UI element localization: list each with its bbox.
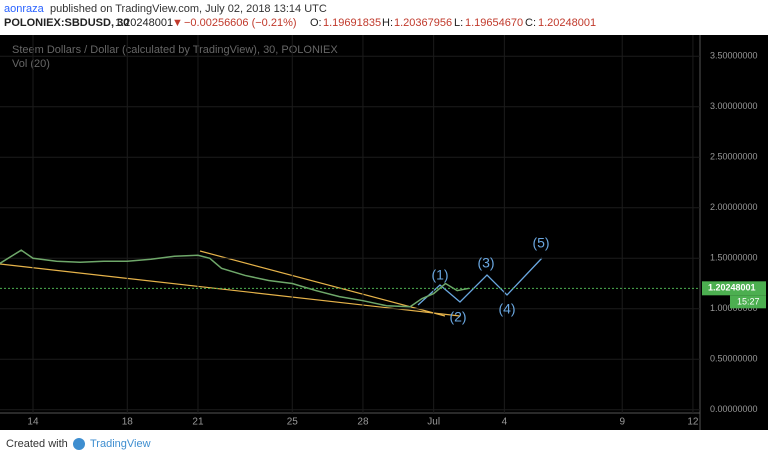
l-label: L: bbox=[454, 17, 463, 29]
price-badge-label: 1.20248001 bbox=[708, 283, 756, 293]
countdown-badge bbox=[730, 295, 766, 309]
countdown: 15:27 bbox=[737, 297, 760, 307]
chart-title: Steem Dollars / Dollar (calculated by Tr… bbox=[12, 44, 338, 56]
o-value: 1.19691835 bbox=[323, 17, 381, 29]
x-tick-label: 4 bbox=[502, 417, 508, 428]
x-tick-label: 12 bbox=[687, 417, 699, 428]
y-tick-label: 1.50000000 bbox=[710, 253, 758, 263]
arrow: ▼ bbox=[172, 17, 183, 29]
wave-label: (5) bbox=[532, 235, 549, 251]
o-label: O: bbox=[310, 17, 322, 29]
y-tick-label: 3.00000000 bbox=[710, 101, 758, 111]
l-value: 1.19654670 bbox=[465, 17, 523, 29]
price-line bbox=[0, 249, 470, 308]
h-value: 1.20367956 bbox=[394, 17, 452, 29]
price-badge bbox=[702, 281, 766, 296]
wave-label: (3) bbox=[477, 255, 494, 271]
volume-label: Vol (20) bbox=[12, 58, 50, 70]
y-tick-label: 0.00000000 bbox=[710, 404, 758, 414]
last: 1.20248001 bbox=[115, 17, 173, 29]
h-label: H: bbox=[382, 17, 393, 29]
x-tick-label: 18 bbox=[122, 417, 134, 428]
trendline bbox=[199, 250, 446, 317]
wave-label: (4) bbox=[498, 301, 515, 317]
created-with: Created with bbox=[6, 438, 68, 450]
change: −0.00256606 (−0.21%) bbox=[184, 17, 297, 29]
x-tick-label: 28 bbox=[357, 417, 369, 428]
y-tick-label: 2.00000000 bbox=[710, 202, 758, 212]
c-value: 1.20248001 bbox=[538, 17, 596, 29]
author[interactable]: aonraza bbox=[4, 3, 45, 15]
y-tick-label: 2.50000000 bbox=[710, 152, 758, 162]
trendline bbox=[0, 263, 461, 317]
wave-label: (1) bbox=[431, 267, 448, 283]
x-tick-label: 25 bbox=[287, 417, 299, 428]
brand[interactable]: TradingView bbox=[90, 438, 151, 450]
c-label: C: bbox=[525, 17, 536, 29]
footer bbox=[0, 430, 768, 458]
x-tick-label: 21 bbox=[192, 417, 204, 428]
y-tick-label: 3.50000000 bbox=[710, 51, 758, 61]
y-tick-label: 0.50000000 bbox=[710, 354, 758, 364]
symbol: POLONIEX:SBDUSD, 30 bbox=[4, 17, 129, 29]
x-tick-label: 9 bbox=[619, 417, 625, 428]
logo bbox=[73, 438, 85, 450]
chart-area bbox=[0, 35, 768, 430]
x-tick-label: Jul bbox=[427, 417, 440, 428]
x-tick-label: 14 bbox=[27, 417, 39, 428]
published: published on TradingView.com, July 02, 2… bbox=[50, 3, 327, 15]
wave-label: (2) bbox=[449, 309, 466, 325]
